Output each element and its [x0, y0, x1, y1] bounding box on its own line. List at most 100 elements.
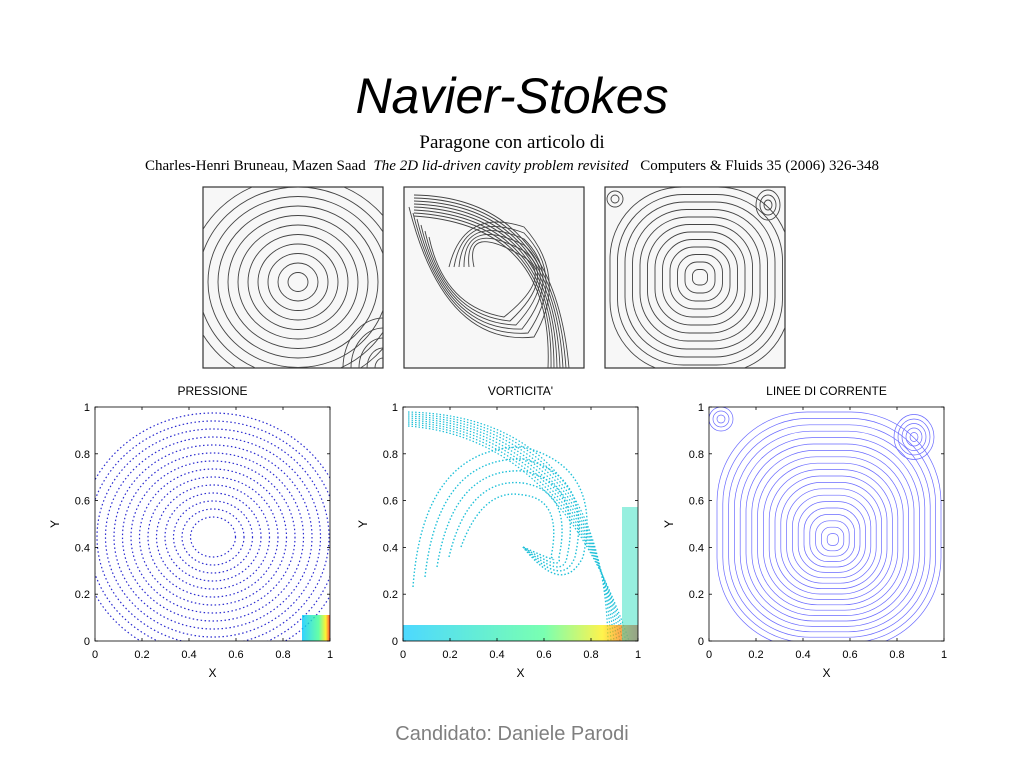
contour	[413, 209, 555, 368]
x-tick-label: 0.2	[442, 649, 457, 661]
vorticity-contour	[407, 413, 612, 641]
x-tick-label: 0.2	[134, 649, 149, 661]
contour	[287, 272, 309, 292]
contour	[677, 254, 723, 302]
contour	[207, 196, 383, 368]
y-axis-label: Y	[48, 520, 62, 528]
x-tick-label: 0.6	[228, 649, 243, 661]
streamline	[786, 488, 877, 584]
streamline	[716, 411, 942, 641]
contour	[413, 197, 567, 368]
plot-title: LINEE DI CORRENTE	[766, 384, 887, 398]
reference-frame	[403, 186, 585, 369]
axes-frame	[402, 406, 639, 642]
citation-article: The 2D lid-driven cavity problem revisit…	[373, 158, 629, 174]
plot-title: PRESSIONE	[177, 384, 247, 398]
streamline	[734, 430, 926, 633]
contour	[257, 243, 339, 321]
vorticity-contour	[407, 421, 624, 641]
contour	[428, 236, 536, 318]
streamline	[763, 462, 899, 606]
pressure-contour	[147, 476, 279, 598]
streamline	[774, 475, 888, 595]
citation-authors: Charles-Henri Bruneau, Mazen Saad	[145, 158, 366, 174]
y-tick-label: 0.2	[75, 589, 90, 601]
contour	[217, 205, 379, 359]
streamline	[905, 427, 923, 447]
contour	[755, 189, 781, 221]
contour	[247, 234, 349, 330]
x-tick-label: 0	[400, 649, 406, 661]
vorticity-contour	[424, 458, 580, 578]
contour	[413, 215, 549, 368]
vorticity-contour	[436, 470, 571, 568]
x-tick-label: 0.4	[181, 649, 196, 661]
x-axis-label: X	[822, 666, 830, 680]
contour	[277, 262, 319, 302]
streamline	[893, 414, 935, 460]
vorticity-contour	[460, 493, 555, 561]
streamline	[712, 410, 730, 428]
plots: PRESSIONE X Y 0 0.2 0.4 0.6 0.8 1 0 0.2 0.4 0.6 0.8 1 V…	[48, 384, 947, 680]
contour	[759, 194, 777, 216]
contour-plot	[709, 407, 942, 641]
citation-journal: Computers & Fluids 35 (2006) 326-348	[640, 158, 879, 174]
x-tick-label: 0.2	[748, 649, 763, 661]
vorticity-contour	[407, 425, 630, 641]
streamline	[716, 414, 726, 424]
contour	[654, 231, 746, 326]
citation: Charles-Henri Bruneau, Mazen Saad The 2D…	[145, 158, 879, 174]
vorticity-contour	[407, 419, 621, 641]
pressure-contour	[95, 420, 330, 641]
contour	[647, 224, 753, 334]
y-tick-label: 0.4	[383, 542, 398, 554]
vorticity-contour	[407, 417, 618, 641]
pressure-peak	[302, 615, 330, 641]
y-tick-label: 0.8	[383, 449, 398, 461]
x-tick-label: 0	[706, 649, 712, 661]
streamline	[751, 450, 909, 616]
y-tick-label: 0.6	[689, 496, 704, 508]
vorticity-layer	[403, 625, 638, 641]
contour	[606, 190, 624, 208]
x-axis-label: X	[516, 666, 524, 680]
pressure-contour	[138, 468, 288, 606]
vorticity-contour	[412, 446, 588, 588]
streamline	[780, 482, 882, 589]
contour	[684, 261, 716, 294]
contour	[617, 194, 783, 366]
reference-contours	[606, 187, 785, 368]
x-tick-label: 0.6	[536, 649, 551, 661]
x-tick-label: 0	[92, 649, 98, 661]
x-tick-label: 1	[327, 649, 333, 661]
plot-title: VORTICITA'	[488, 384, 553, 398]
pressure-contour	[104, 436, 322, 638]
vorticity-contour	[407, 423, 627, 641]
contour	[413, 200, 564, 368]
slide-title: Navier-Stokes	[355, 68, 668, 124]
y-tick-label: 1	[698, 402, 704, 414]
y-tick-label: 0	[84, 636, 90, 648]
streamline	[722, 418, 936, 641]
y-tick-label: 0.8	[689, 449, 704, 461]
contour-plot	[95, 412, 330, 641]
contour	[413, 203, 561, 368]
streamline	[709, 407, 734, 432]
vorticity-layer	[622, 507, 638, 641]
reference-figures	[202, 186, 786, 369]
pressure-contour	[164, 492, 262, 582]
x-tick-label: 0.4	[795, 649, 810, 661]
streamline	[909, 432, 919, 442]
y-tick-label: 0.6	[383, 496, 398, 508]
vorticity-contour	[448, 481, 563, 564]
streamline	[797, 501, 866, 573]
axes-frame	[708, 406, 945, 642]
x-tick-label: 0.6	[842, 649, 857, 661]
pressure-contour	[113, 444, 313, 630]
streamline	[826, 533, 839, 546]
y-tick-label: 0.6	[75, 496, 90, 508]
streamline	[821, 526, 845, 552]
contour	[237, 224, 359, 340]
contour	[639, 216, 761, 342]
x-tick-label: 0.8	[889, 649, 904, 661]
